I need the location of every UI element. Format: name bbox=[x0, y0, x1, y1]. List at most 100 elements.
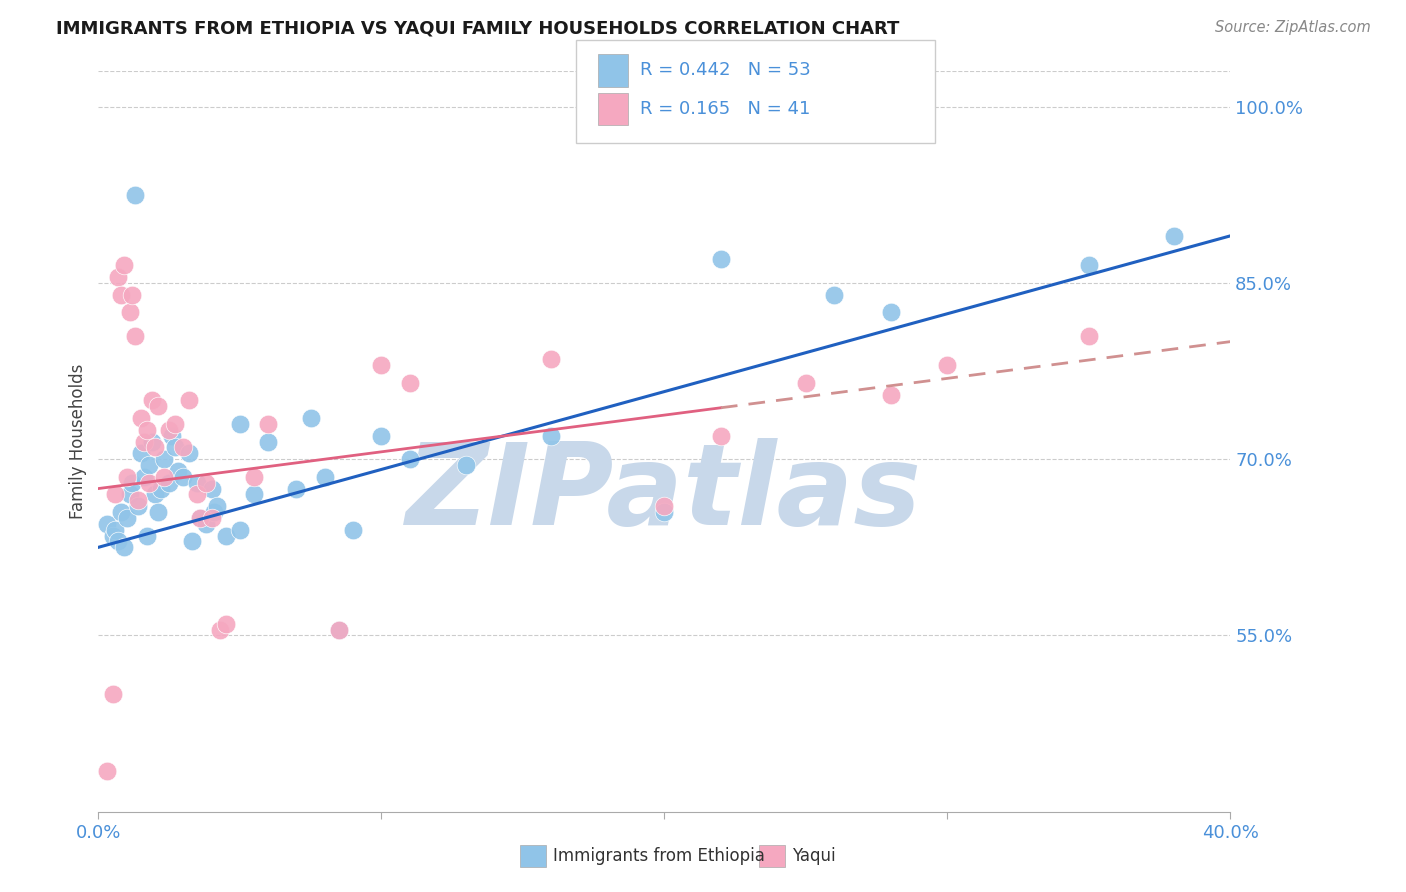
Point bbox=[132, 434, 155, 449]
Point bbox=[118, 487, 141, 501]
Point bbox=[880, 387, 903, 401]
Point bbox=[118, 305, 141, 319]
Point bbox=[101, 528, 124, 542]
Point bbox=[180, 534, 202, 549]
Point bbox=[166, 464, 188, 478]
Point bbox=[398, 376, 420, 390]
Point bbox=[129, 446, 152, 460]
Text: ZIPatlas: ZIPatlas bbox=[406, 438, 922, 549]
Point bbox=[201, 511, 224, 525]
Y-axis label: Family Households: Family Households bbox=[69, 364, 87, 519]
Point bbox=[299, 411, 322, 425]
Point bbox=[132, 470, 155, 484]
Point bbox=[104, 523, 127, 537]
Text: IMMIGRANTS FROM ETHIOPIA VS YAQUI FAMILY HOUSEHOLDS CORRELATION CHART: IMMIGRANTS FROM ETHIOPIA VS YAQUI FAMILY… bbox=[56, 20, 900, 37]
Point bbox=[143, 487, 166, 501]
Point bbox=[96, 764, 118, 778]
Point bbox=[112, 541, 135, 555]
Point bbox=[124, 328, 146, 343]
Point bbox=[243, 470, 266, 484]
Point bbox=[243, 487, 266, 501]
Point bbox=[215, 528, 238, 542]
Point bbox=[141, 434, 163, 449]
Point bbox=[710, 428, 733, 442]
Point bbox=[129, 411, 152, 425]
Point bbox=[121, 287, 143, 301]
Point bbox=[121, 475, 143, 490]
Point bbox=[257, 434, 280, 449]
Point bbox=[124, 187, 146, 202]
Point bbox=[143, 441, 166, 455]
Point bbox=[160, 428, 183, 442]
Point bbox=[936, 358, 959, 372]
Point bbox=[370, 358, 392, 372]
Point bbox=[186, 487, 208, 501]
Point bbox=[652, 499, 676, 513]
Point bbox=[163, 441, 186, 455]
Point bbox=[456, 458, 478, 472]
Point bbox=[172, 470, 194, 484]
Point bbox=[115, 470, 138, 484]
Text: R = 0.442   N = 53: R = 0.442 N = 53 bbox=[640, 62, 810, 79]
Point bbox=[152, 470, 174, 484]
Point bbox=[1077, 328, 1099, 343]
Point bbox=[135, 528, 157, 542]
Point bbox=[149, 482, 172, 496]
Point bbox=[177, 393, 200, 408]
Point bbox=[328, 623, 350, 637]
Point bbox=[110, 505, 132, 519]
Point bbox=[107, 534, 129, 549]
Point bbox=[188, 511, 211, 525]
Point bbox=[127, 499, 149, 513]
Point bbox=[107, 270, 129, 285]
Point bbox=[540, 428, 562, 442]
Text: R = 0.165   N = 41: R = 0.165 N = 41 bbox=[640, 100, 810, 118]
Point bbox=[204, 505, 226, 519]
Point bbox=[370, 428, 392, 442]
Point bbox=[96, 516, 118, 531]
Point bbox=[101, 687, 124, 701]
Point bbox=[540, 352, 562, 367]
Point bbox=[138, 475, 160, 490]
Point bbox=[157, 475, 180, 490]
Point bbox=[146, 505, 169, 519]
Point bbox=[398, 452, 420, 467]
Point bbox=[880, 305, 903, 319]
Point bbox=[163, 417, 186, 431]
Point bbox=[652, 505, 676, 519]
Point bbox=[157, 423, 180, 437]
Point bbox=[104, 487, 127, 501]
Point bbox=[127, 493, 149, 508]
Point bbox=[314, 470, 336, 484]
Point bbox=[172, 441, 194, 455]
Point bbox=[188, 511, 211, 525]
Point bbox=[207, 499, 229, 513]
Point bbox=[229, 523, 252, 537]
Point bbox=[194, 516, 217, 531]
Point bbox=[112, 258, 135, 272]
Text: Source: ZipAtlas.com: Source: ZipAtlas.com bbox=[1215, 20, 1371, 35]
Point bbox=[177, 446, 200, 460]
Point bbox=[794, 376, 817, 390]
Point bbox=[1163, 228, 1185, 243]
Point bbox=[1077, 258, 1099, 272]
Point bbox=[141, 393, 163, 408]
Point bbox=[710, 252, 733, 267]
Point bbox=[285, 482, 308, 496]
Point bbox=[138, 458, 160, 472]
Text: Yaqui: Yaqui bbox=[792, 847, 835, 865]
Point bbox=[215, 616, 238, 631]
Point bbox=[194, 475, 217, 490]
Point bbox=[823, 287, 845, 301]
Point bbox=[209, 623, 232, 637]
Text: Immigrants from Ethiopia: Immigrants from Ethiopia bbox=[553, 847, 765, 865]
Point bbox=[146, 399, 169, 413]
Point bbox=[257, 417, 280, 431]
Point bbox=[186, 475, 208, 490]
Point bbox=[110, 287, 132, 301]
Point bbox=[135, 423, 157, 437]
Point bbox=[342, 523, 364, 537]
Point bbox=[201, 482, 224, 496]
Point bbox=[328, 623, 350, 637]
Point bbox=[229, 417, 252, 431]
